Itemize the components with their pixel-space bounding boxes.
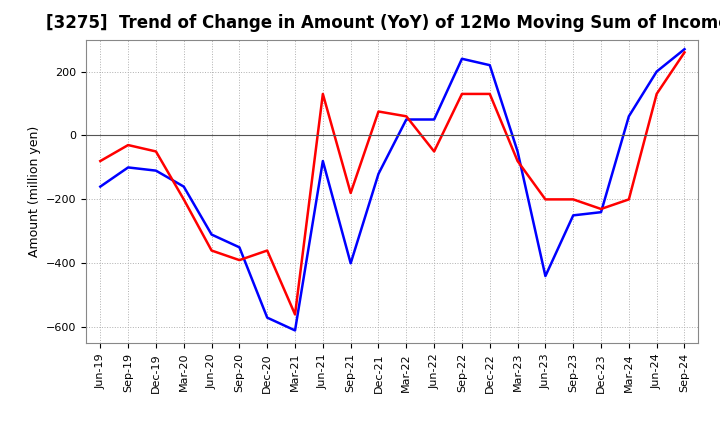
Ordinary Income (96, 184, 104, 189)
Net Income (624, 197, 633, 202)
Ordinary Income (402, 117, 410, 122)
Ordinary Income (597, 209, 606, 215)
Line: Net Income: Net Income (100, 52, 685, 315)
Net Income (597, 206, 606, 212)
Ordinary Income (652, 69, 661, 74)
Ordinary Income (513, 149, 522, 154)
Net Income (680, 50, 689, 55)
Ordinary Income (485, 62, 494, 68)
Net Income (458, 91, 467, 96)
Ordinary Income (680, 47, 689, 52)
Ordinary Income (235, 245, 243, 250)
Net Income (263, 248, 271, 253)
Net Income (207, 248, 216, 253)
Ordinary Income (569, 213, 577, 218)
Line: Ordinary Income: Ordinary Income (100, 49, 685, 330)
Ordinary Income (541, 273, 550, 279)
Net Income (179, 197, 188, 202)
Net Income (152, 149, 161, 154)
Net Income (513, 158, 522, 164)
Ordinary Income (458, 56, 467, 62)
Net Income (96, 158, 104, 164)
Title: [3275]  Trend of Change in Amount (YoY) of 12Mo Moving Sum of Incomes: [3275] Trend of Change in Amount (YoY) o… (45, 15, 720, 33)
Net Income (430, 149, 438, 154)
Ordinary Income (430, 117, 438, 122)
Ordinary Income (374, 171, 383, 176)
Net Income (346, 191, 355, 196)
Ordinary Income (124, 165, 132, 170)
Net Income (318, 91, 327, 96)
Ordinary Income (346, 260, 355, 266)
Net Income (374, 109, 383, 114)
Ordinary Income (624, 114, 633, 119)
Net Income (235, 257, 243, 263)
Ordinary Income (291, 328, 300, 333)
Net Income (541, 197, 550, 202)
Net Income (124, 143, 132, 148)
Ordinary Income (318, 158, 327, 164)
Ordinary Income (263, 315, 271, 320)
Net Income (291, 312, 300, 317)
Net Income (485, 91, 494, 96)
Ordinary Income (179, 184, 188, 189)
Ordinary Income (207, 232, 216, 237)
Y-axis label: Amount (million yen): Amount (million yen) (27, 126, 40, 257)
Net Income (569, 197, 577, 202)
Net Income (402, 114, 410, 119)
Net Income (652, 91, 661, 96)
Ordinary Income (152, 168, 161, 173)
